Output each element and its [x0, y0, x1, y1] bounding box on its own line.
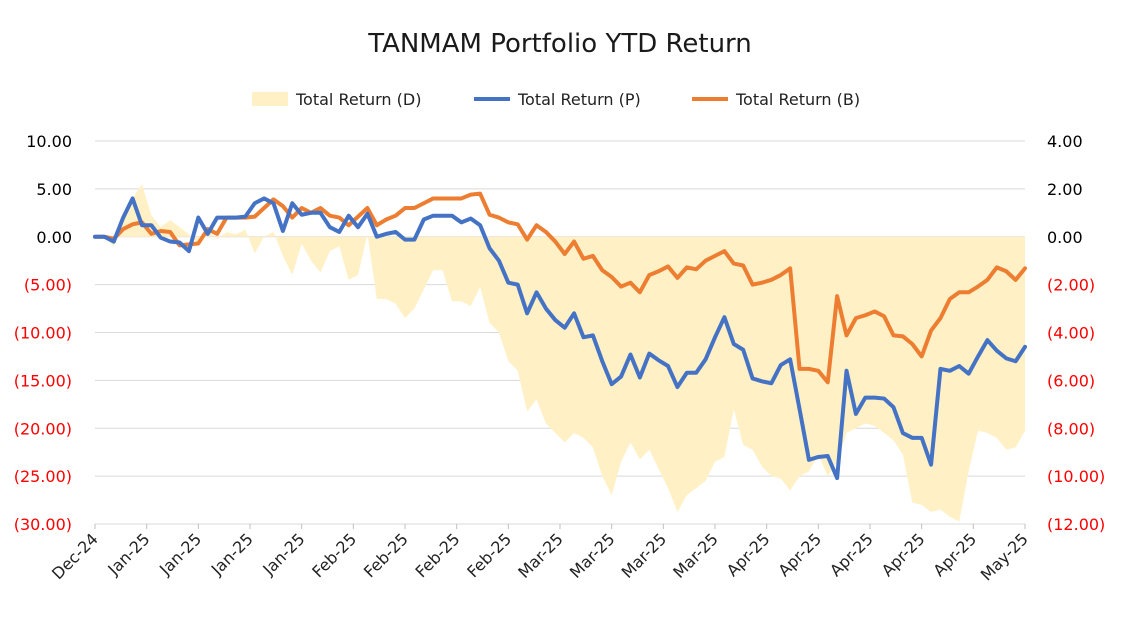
legend-label-d: Total Return (D) [295, 90, 421, 109]
left-tick-label: 0.00 [36, 228, 72, 247]
right-tick-label: (2.00) [1047, 276, 1095, 295]
left-axis: 10.00 5.00 0.00 (5.00) (10.00) (15.00) (20.00)… [14, 132, 72, 534]
left-tick-label: (5.00) [24, 276, 72, 295]
left-tick-label: (25.00) [14, 467, 72, 486]
legend-label-p: Total Return (P) [517, 90, 641, 109]
left-tick-label: (20.00) [14, 419, 72, 438]
right-tick-label: (12.00) [1047, 515, 1105, 534]
legend-label-b: Total Return (B) [735, 90, 860, 109]
right-tick-label: 2.00 [1047, 180, 1083, 199]
left-tick-label: 10.00 [26, 132, 72, 151]
right-tick-label: 4.00 [1047, 132, 1083, 151]
right-tick-label: (6.00) [1047, 371, 1095, 390]
series-b-line [93, 191, 1027, 385]
legend: Total Return (D) Total Return (P) Total … [252, 90, 860, 109]
left-tick-label: (10.00) [14, 324, 72, 343]
legend-swatch-d [252, 92, 288, 106]
left-tick-label: 5.00 [36, 180, 72, 199]
left-tick-label: (15.00) [14, 371, 72, 390]
series-p-line-group [93, 196, 1027, 481]
right-tick-label: (10.00) [1047, 467, 1105, 486]
right-tick-label: 0.00 [1047, 228, 1083, 247]
series-p-line [93, 196, 1027, 481]
series-d-area [95, 184, 1025, 522]
left-tick-label: (30.00) [14, 515, 72, 534]
right-axis: 4.00 2.00 0.00 (2.00) (4.00) (6.00) (8.00) (10.… [1047, 132, 1105, 534]
right-tick-label: (4.00) [1047, 324, 1095, 343]
series-b-line-group [93, 191, 1027, 385]
series-d-area-group [95, 184, 1025, 522]
right-tick-label: (8.00) [1047, 419, 1095, 438]
chart-title: TANMAM Portfolio YTD Return [367, 29, 752, 59]
